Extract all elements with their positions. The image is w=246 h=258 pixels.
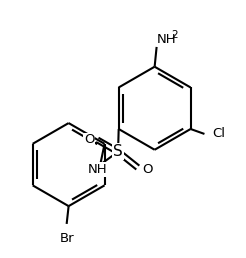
Text: NH: NH	[157, 33, 176, 45]
Text: Cl: Cl	[212, 127, 225, 140]
Text: O: O	[84, 133, 95, 146]
Text: NH: NH	[88, 163, 107, 176]
Text: S: S	[113, 144, 123, 159]
Text: O: O	[142, 163, 153, 176]
Text: Br: Br	[59, 232, 74, 245]
Text: 2: 2	[171, 30, 178, 40]
